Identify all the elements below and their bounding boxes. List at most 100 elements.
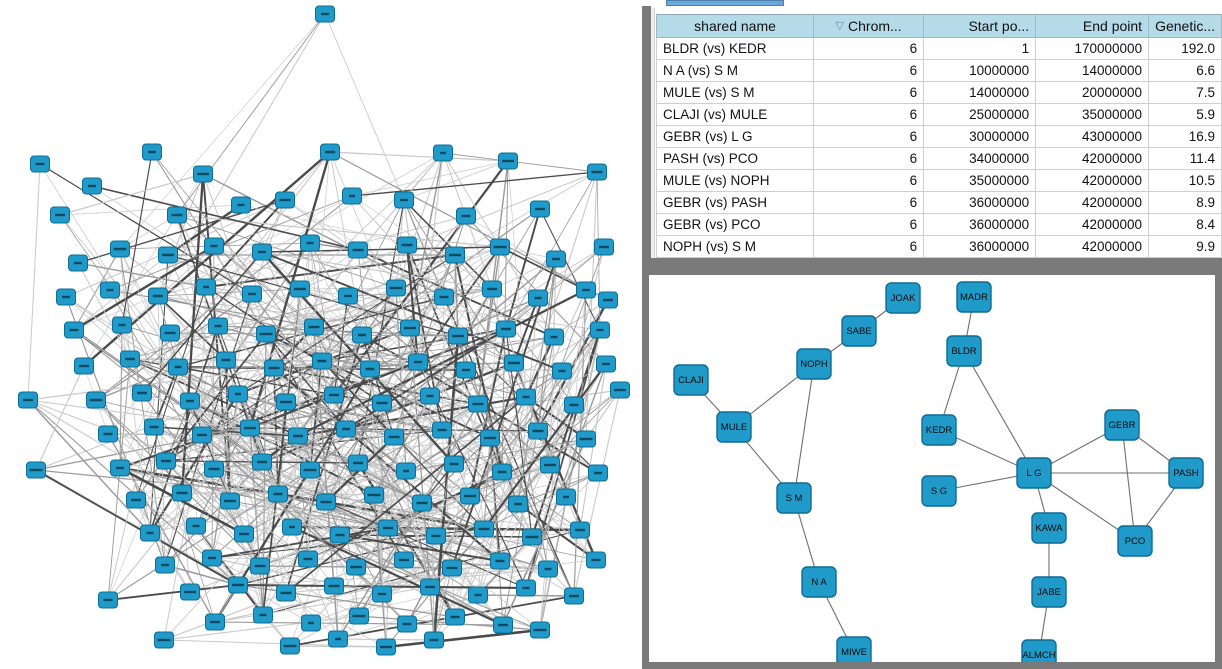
overview-edge[interactable] [299, 152, 444, 290]
graph-node[interactable] [496, 320, 516, 338]
graph-node[interactable] [196, 278, 216, 296]
detail-network-canvas[interactable]: CLAJI MULE NOPH SABE JOAK S M N A MIWE MADR BLDR K… [649, 275, 1215, 662]
graph-node[interactable] [386, 279, 406, 297]
overview-edge[interactable] [417, 328, 507, 363]
graph-node[interactable] [186, 517, 206, 535]
overview-edge[interactable] [205, 254, 456, 288]
graph-node[interactable] [256, 325, 276, 343]
graph-node[interactable] [301, 614, 321, 632]
graph-node[interactable]: GEBR [1104, 409, 1140, 441]
overview-edge[interactable] [539, 370, 563, 631]
overview-edge[interactable] [27, 399, 183, 494]
overview-edge[interactable] [307, 464, 551, 560]
graph-node[interactable] [522, 528, 542, 546]
overview-edge[interactable] [361, 208, 541, 336]
overview-edge[interactable] [429, 389, 621, 588]
graph-node[interactable] [552, 362, 572, 380]
graph-node[interactable]: ALMCH [1021, 639, 1057, 662]
overview-edge[interactable] [273, 367, 485, 530]
overview-edge[interactable] [291, 526, 504, 626]
overview-edge[interactable] [59, 204, 242, 216]
table-row[interactable]: NOPH (vs) S M 6 36000000 42000000 9.9 [655, 235, 1222, 258]
overview-edge[interactable] [164, 564, 239, 586]
graph-node[interactable] [420, 387, 440, 405]
table-row[interactable]: N A (vs) S M 6 10000000 14000000 6.6 [655, 59, 1222, 82]
overview-edge[interactable] [537, 246, 605, 432]
overview-edge[interactable] [483, 472, 599, 530]
graph-node[interactable] [316, 493, 336, 511]
overview-edge[interactable] [297, 288, 587, 438]
overview-edge[interactable] [240, 204, 456, 256]
graph-node[interactable] [516, 579, 536, 597]
overview-edge[interactable] [309, 360, 323, 471]
graph-node[interactable] [468, 395, 488, 413]
graph-node[interactable] [516, 388, 536, 406]
overview-edge[interactable] [405, 438, 587, 472]
overview-edge[interactable] [83, 214, 178, 367]
overview-edge[interactable] [177, 366, 335, 396]
graph-node[interactable]: S M [776, 482, 812, 514]
overview-edge[interactable] [202, 173, 445, 298]
overview-edge[interactable] [176, 214, 501, 248]
graph-node[interactable] [530, 200, 550, 218]
overview-edge[interactable] [153, 426, 299, 437]
graph-node[interactable] [154, 631, 174, 649]
overview-edge[interactable] [135, 286, 207, 501]
overview-edge[interactable] [95, 399, 261, 567]
graph-node[interactable] [324, 386, 344, 404]
overview-edge[interactable] [347, 295, 533, 538]
graph-node[interactable] [556, 488, 576, 506]
overview-edge[interactable] [157, 295, 311, 471]
overview-edge[interactable] [119, 324, 123, 469]
overview-edge[interactable] [229, 326, 315, 502]
graph-node[interactable] [276, 393, 296, 411]
graph-node[interactable] [205, 613, 225, 631]
graph-node[interactable] [300, 461, 320, 479]
graph-node[interactable] [587, 163, 607, 181]
overview-edge[interactable] [285, 288, 301, 403]
overview-edge[interactable] [351, 171, 598, 197]
overview-edge[interactable] [585, 171, 598, 440]
graph-node[interactable] [594, 238, 614, 256]
graph-node[interactable] [126, 491, 146, 509]
overview-edge[interactable] [313, 246, 501, 328]
overview-edge[interactable] [225, 359, 431, 588]
overview-edge[interactable] [119, 286, 207, 469]
graph-node[interactable] [528, 422, 548, 440]
graph-node[interactable] [586, 551, 606, 569]
overview-edge[interactable] [324, 13, 405, 201]
graph-node[interactable] [193, 165, 213, 183]
overview-edge[interactable] [169, 332, 312, 624]
graph-node[interactable] [493, 616, 513, 634]
overview-edge[interactable] [441, 296, 445, 431]
graph-node[interactable] [508, 495, 528, 513]
graph-node[interactable] [432, 421, 452, 439]
overview-edge[interactable] [27, 367, 275, 401]
graph-node[interactable] [576, 430, 596, 448]
graph-node[interactable] [426, 527, 446, 545]
overview-edge[interactable] [176, 214, 245, 535]
graph-node[interactable] [530, 621, 550, 639]
graph-node[interactable] [168, 358, 188, 376]
overview-edge[interactable] [201, 402, 383, 436]
overview-edge[interactable] [443, 246, 501, 298]
overview-edge[interactable] [405, 362, 515, 472]
overview-edge[interactable] [229, 393, 239, 502]
overview-edge[interactable] [347, 246, 501, 297]
overview-edge[interactable] [243, 395, 431, 535]
graph-node[interactable] [120, 350, 140, 368]
detail-edge[interactable] [793, 363, 815, 499]
overview-edge[interactable] [405, 244, 420, 363]
overview-edge[interactable] [357, 462, 575, 597]
graph-node[interactable] [412, 494, 432, 512]
overview-edge[interactable] [164, 461, 263, 566]
overview-edge[interactable] [35, 365, 85, 471]
graph-node[interactable] [576, 281, 596, 299]
graph-node[interactable] [110, 240, 130, 258]
graph-node[interactable] [180, 583, 200, 601]
graph-node[interactable] [498, 152, 518, 170]
overview-edge[interactable] [513, 297, 539, 364]
overview-edge[interactable] [549, 258, 557, 466]
graph-node[interactable] [264, 359, 284, 377]
graph-node[interactable] [180, 392, 200, 410]
